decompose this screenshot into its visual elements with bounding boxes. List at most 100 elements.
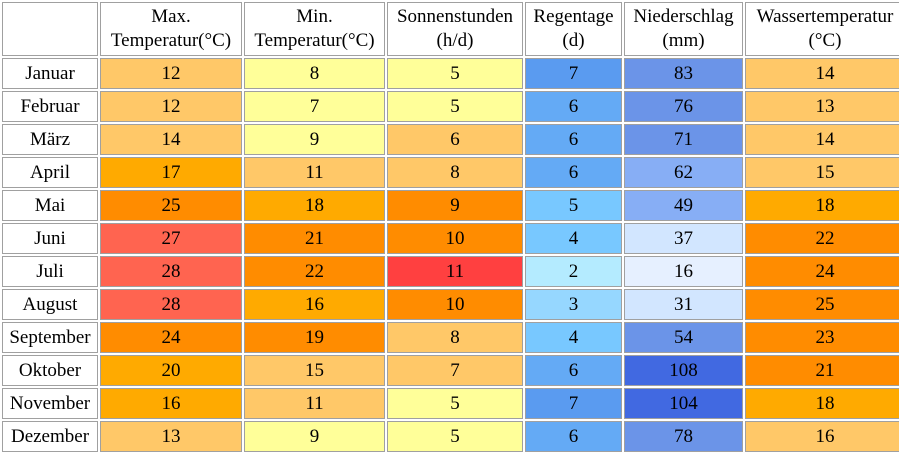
month-cell: August [2,289,98,320]
max-temp-cell: 16 [100,388,242,419]
min-temp-cell: 11 [244,157,385,188]
water-temp-cell: 18 [745,388,899,419]
table-row: Oktober 20 15 7 6 108 21 [2,355,899,386]
table-row: Februar 12 7 5 6 76 13 [2,91,899,122]
water-temp-cell: 24 [745,256,899,287]
max-temp-cell: 17 [100,157,242,188]
min-temp-cell: 9 [244,421,385,452]
month-cell: Januar [2,58,98,89]
rain-days-cell: 6 [525,157,622,188]
month-cell: Dezember [2,421,98,452]
rain-days-cell: 4 [525,322,622,353]
water-temp-cell: 18 [745,190,899,221]
water-temp-cell: 22 [745,223,899,254]
precipitation-cell: 37 [624,223,743,254]
month-cell: März [2,124,98,155]
corner-cell [2,2,98,56]
precipitation-cell: 71 [624,124,743,155]
month-cell: September [2,322,98,353]
precipitation-cell: 31 [624,289,743,320]
min-temp-cell: 21 [244,223,385,254]
precipitation-cell: 62 [624,157,743,188]
month-cell: Juli [2,256,98,287]
rain-days-cell: 6 [525,355,622,386]
min-temp-cell: 18 [244,190,385,221]
sunshine-cell: 9 [387,190,523,221]
max-temp-cell: 28 [100,256,242,287]
sunshine-cell: 8 [387,157,523,188]
rain-days-cell: 2 [525,256,622,287]
table-row: Januar 12 8 5 7 83 14 [2,58,899,89]
max-temp-cell: 28 [100,289,242,320]
month-cell: April [2,157,98,188]
sunshine-cell: 10 [387,223,523,254]
header-min-temp: Min. Temperatur(°C) [244,2,385,56]
max-temp-cell: 12 [100,58,242,89]
precipitation-cell: 108 [624,355,743,386]
water-temp-cell: 16 [745,421,899,452]
header-rain-days: Regentage (d) [525,2,622,56]
month-cell: Juni [2,223,98,254]
table-row: Juli 28 22 11 2 16 24 [2,256,899,287]
min-temp-cell: 8 [244,58,385,89]
rain-days-cell: 6 [525,124,622,155]
header-row: Max. Temperatur(°C) Min. Temperatur(°C) So… [2,2,899,56]
precipitation-cell: 76 [624,91,743,122]
precipitation-cell: 16 [624,256,743,287]
max-temp-cell: 14 [100,124,242,155]
water-temp-cell: 14 [745,58,899,89]
rain-days-cell: 7 [525,58,622,89]
max-temp-cell: 20 [100,355,242,386]
water-temp-cell: 25 [745,289,899,320]
min-temp-cell: 22 [244,256,385,287]
sunshine-cell: 5 [387,58,523,89]
water-temp-cell: 21 [745,355,899,386]
header-max-temp: Max. Temperatur(°C) [100,2,242,56]
precipitation-cell: 49 [624,190,743,221]
sunshine-cell: 7 [387,355,523,386]
water-temp-cell: 14 [745,124,899,155]
precipitation-cell: 78 [624,421,743,452]
header-sunshine: Sonnenstunden (h/d) [387,2,523,56]
table-row: März 14 9 6 6 71 14 [2,124,899,155]
table-row: November 16 11 5 7 104 18 [2,388,899,419]
sunshine-cell: 5 [387,91,523,122]
min-temp-cell: 7 [244,91,385,122]
month-cell: November [2,388,98,419]
min-temp-cell: 19 [244,322,385,353]
max-temp-cell: 27 [100,223,242,254]
sunshine-cell: 10 [387,289,523,320]
month-cell: Mai [2,190,98,221]
max-temp-cell: 12 [100,91,242,122]
min-temp-cell: 15 [244,355,385,386]
rain-days-cell: 6 [525,91,622,122]
max-temp-cell: 24 [100,322,242,353]
water-temp-cell: 23 [745,322,899,353]
water-temp-cell: 15 [745,157,899,188]
max-temp-cell: 13 [100,421,242,452]
month-cell: Oktober [2,355,98,386]
month-cell: Februar [2,91,98,122]
table-row: September 24 19 8 4 54 23 [2,322,899,353]
min-temp-cell: 16 [244,289,385,320]
sunshine-cell: 6 [387,124,523,155]
rain-days-cell: 6 [525,421,622,452]
min-temp-cell: 11 [244,388,385,419]
table-row: Juni 27 21 10 4 37 22 [2,223,899,254]
table-body: Januar 12 8 5 7 83 14 Februar 12 7 5 6 76 13 März 14 9 6 6… [2,58,899,452]
max-temp-cell: 25 [100,190,242,221]
table-row: April 17 11 8 6 62 15 [2,157,899,188]
sunshine-cell: 5 [387,388,523,419]
header-precipitation: Niederschlag (mm) [624,2,743,56]
header-water-temp: Wassertemperatur (°C) [745,2,899,56]
water-temp-cell: 13 [745,91,899,122]
table-row: Mai 25 18 9 5 49 18 [2,190,899,221]
rain-days-cell: 3 [525,289,622,320]
precipitation-cell: 83 [624,58,743,89]
min-temp-cell: 9 [244,124,385,155]
rain-days-cell: 5 [525,190,622,221]
rain-days-cell: 7 [525,388,622,419]
table-row: August 28 16 10 3 31 25 [2,289,899,320]
sunshine-cell: 5 [387,421,523,452]
